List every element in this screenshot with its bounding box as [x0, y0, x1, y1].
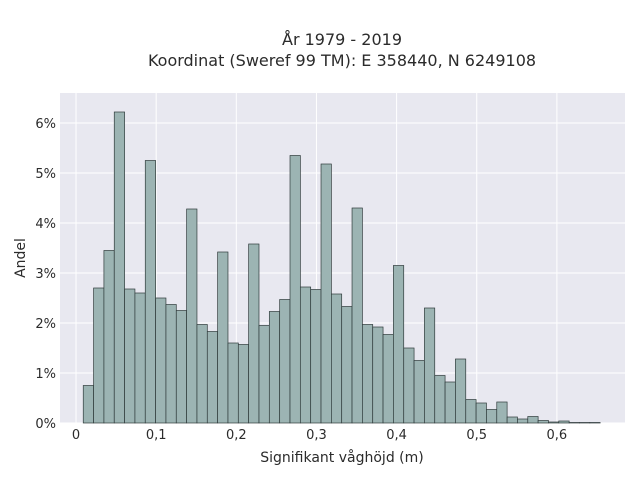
histogram-bar — [351, 207, 363, 424]
x-tick-label: 0,3 — [306, 428, 327, 443]
histogram-bar — [548, 421, 560, 424]
histogram-bar — [568, 422, 580, 424]
histogram-bar — [289, 155, 301, 424]
histogram-bar — [558, 420, 570, 424]
histogram-bar — [424, 307, 436, 424]
histogram-bar — [465, 399, 477, 424]
histogram-bar — [144, 160, 156, 424]
histogram-bar — [362, 324, 374, 424]
histogram-bar — [175, 310, 187, 424]
histogram-bar — [268, 311, 281, 424]
histogram-bar — [444, 381, 456, 424]
histogram-bar — [227, 342, 239, 424]
histogram-bar — [134, 292, 146, 424]
histogram-bar — [248, 243, 260, 424]
histogram-bar — [372, 326, 384, 424]
histogram-bar — [206, 331, 218, 424]
x-tick-label: 0,4 — [386, 428, 407, 443]
histogram-bar — [413, 360, 425, 424]
histogram-bar — [434, 375, 446, 424]
histogram-bar — [382, 334, 394, 424]
histogram-bar — [506, 416, 518, 424]
histogram-bar — [517, 418, 529, 424]
histogram-bar — [124, 288, 136, 424]
histogram-bar — [237, 344, 250, 424]
histogram-bar — [486, 409, 498, 424]
histogram-bar — [455, 358, 467, 424]
histogram-bars — [82, 111, 601, 424]
histogram-bar — [217, 251, 229, 424]
histogram-bar — [113, 111, 125, 424]
x-tick-label: 0,6 — [547, 428, 568, 443]
y-tick-label: 4% — [35, 217, 56, 232]
histogram-bar — [579, 422, 591, 424]
x-tick-label: 0 — [72, 428, 80, 443]
histogram-bar — [341, 306, 353, 424]
y-tick-label: 3% — [35, 267, 56, 282]
histogram-bar — [279, 299, 291, 424]
histogram-bar — [186, 208, 198, 424]
histogram-bar — [165, 304, 177, 424]
histogram-bar — [299, 286, 312, 424]
y-tick-label: 0% — [35, 417, 56, 432]
histogram-bar — [93, 287, 105, 424]
y-tick-label: 6% — [35, 117, 56, 132]
y-axis-label: Andel — [13, 238, 29, 278]
x-tick-label: 0,5 — [466, 428, 487, 443]
histogram-bar — [320, 163, 332, 424]
x-tick-label: 0,1 — [146, 428, 167, 443]
histogram-bar — [331, 293, 343, 424]
histogram-bar — [589, 422, 601, 424]
chart-title-line-2: Koordinat (Sweref 99 TM): E 358440, N 62… — [148, 51, 536, 70]
y-axis-ticks: 0% 1% 2% 3% 4% 5% 6% — [35, 117, 56, 432]
histogram-bar — [196, 324, 208, 424]
x-axis-label: Signifikant våghöjd (m) — [260, 449, 423, 466]
histogram-bar — [103, 250, 115, 424]
histogram-bar — [258, 325, 270, 424]
histogram-bar — [310, 289, 322, 424]
chart-title-line-1: År 1979 - 2019 — [282, 30, 402, 49]
histogram-bar — [403, 347, 415, 424]
histogram-bar — [496, 401, 508, 424]
x-tick-label: 0,2 — [226, 428, 247, 443]
histogram-bar — [475, 402, 487, 424]
x-axis-ticks: 0 0,1 0,2 0,3 0,4 0,5 0,6 — [72, 428, 567, 443]
histogram-bar — [527, 416, 539, 424]
y-tick-label: 1% — [35, 367, 56, 382]
histogram-bar — [155, 297, 167, 424]
y-tick-label: 5% — [35, 167, 56, 182]
histogram-bar — [393, 265, 405, 424]
y-tick-label: 2% — [35, 317, 56, 332]
histogram-bar — [537, 420, 549, 424]
histogram-bar — [82, 385, 94, 424]
